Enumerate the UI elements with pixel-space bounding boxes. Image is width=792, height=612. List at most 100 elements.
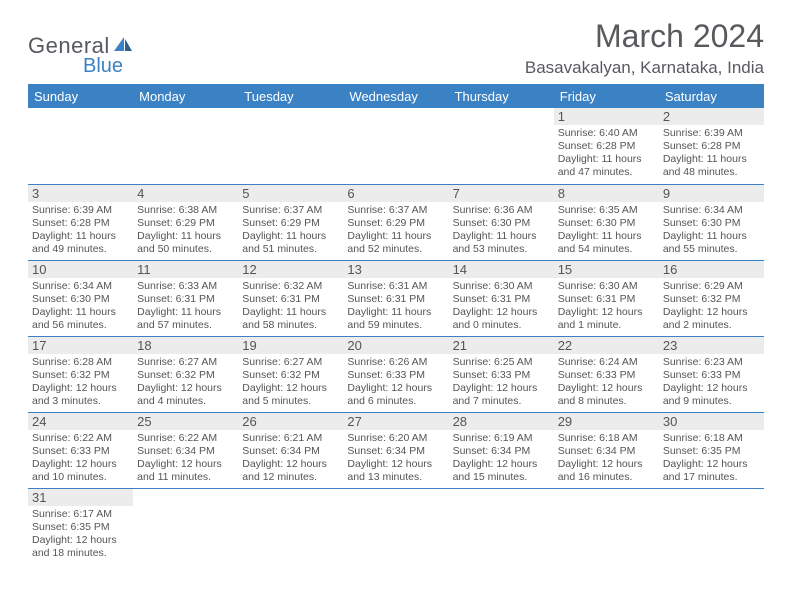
- day-number: 28: [449, 413, 554, 430]
- calendar-cell: 26 Sunrise: 6:21 AMSunset: 6:34 PMDayligh…: [238, 412, 343, 488]
- calendar-cell: [659, 488, 764, 564]
- day-details: Sunrise: 6:27 AMSunset: 6:32 PMDaylight:…: [242, 356, 339, 409]
- day-details: Sunrise: 6:22 AMSunset: 6:33 PMDaylight:…: [32, 432, 129, 485]
- calendar-cell: 14Sunrise: 6:30 AMSunset: 6:31 PMDayligh…: [449, 260, 554, 336]
- day-header: Wednesday: [343, 85, 448, 108]
- day-details: Sunrise: 6:17 AMSunset: 6:35 PMDaylight:…: [32, 508, 129, 561]
- day-number: 10: [28, 261, 133, 278]
- sunset-text: Sunset: 6:28 PM: [558, 140, 655, 153]
- day-details: Sunrise: 6:39 AMSunset: 6:28 PMDaylight:…: [663, 127, 760, 180]
- sunrise-text: Sunrise: 6:22 AM: [32, 432, 129, 445]
- sunrise-text: Sunrise: 6:28 AM: [32, 356, 129, 369]
- sunset-text: Sunset: 6:34 PM: [558, 445, 655, 458]
- day-details: Sunrise: 6:28 AMSunset: 6:32 PMDaylight:…: [32, 356, 129, 409]
- sunset-text: Sunset: 6:34 PM: [453, 445, 550, 458]
- calendar-cell: 30Sunrise: 6:18 AMSunset: 6:35 PMDayligh…: [659, 412, 764, 488]
- sunrise-text: Sunrise: 6:30 AM: [453, 280, 550, 293]
- calendar-cell: 12Sunrise: 6:32 AMSunset: 6:31 PMDayligh…: [238, 260, 343, 336]
- calendar-cell: 2Sunrise: 6:39 AMSunset: 6:28 PMDaylight…: [659, 108, 764, 184]
- daylight-text: Daylight: 11 hours and 48 minutes.: [663, 153, 760, 179]
- calendar-cell: [238, 108, 343, 184]
- day-number: 31: [28, 489, 133, 506]
- sunrise-text: Sunrise: 6:38 AM: [137, 204, 234, 217]
- sunset-text: Sunset: 6:29 PM: [242, 217, 339, 230]
- sunset-text: Sunset: 6:33 PM: [558, 369, 655, 382]
- sunrise-text: Sunrise: 6:30 AM: [558, 280, 655, 293]
- logo-line2: Blue: [83, 55, 136, 78]
- day-details: Sunrise: 6:18 AMSunset: 6:34 PMDaylight:…: [558, 432, 655, 485]
- daylight-text: Daylight: 12 hours and 1 minute.: [558, 306, 655, 332]
- day-number: 6: [343, 185, 448, 202]
- day-details: Sunrise: 6:36 AMSunset: 6:30 PMDaylight:…: [453, 204, 550, 257]
- sunrise-text: Sunrise: 6:18 AM: [663, 432, 760, 445]
- sunrise-text: Sunrise: 6:39 AM: [663, 127, 760, 140]
- day-details: Sunrise: 6:30 AMSunset: 6:31 PMDaylight:…: [558, 280, 655, 333]
- sunrise-text: Sunrise: 6:22 AM: [137, 432, 234, 445]
- day-details: Sunrise: 6:34 AMSunset: 6:30 PMDaylight:…: [32, 280, 129, 333]
- sunset-text: Sunset: 6:28 PM: [32, 217, 129, 230]
- daylight-text: Daylight: 11 hours and 50 minutes.: [137, 230, 234, 256]
- day-details: Sunrise: 6:23 AMSunset: 6:33 PMDaylight:…: [663, 356, 760, 409]
- daylight-text: Daylight: 12 hours and 12 minutes.: [242, 458, 339, 484]
- day-details: Sunrise: 6:30 AMSunset: 6:31 PMDaylight:…: [453, 280, 550, 333]
- sunrise-text: Sunrise: 6:26 AM: [347, 356, 444, 369]
- day-number: 19: [238, 337, 343, 354]
- calendar-cell: [238, 488, 343, 564]
- day-number: 21: [449, 337, 554, 354]
- day-details: Sunrise: 6:39 AMSunset: 6:28 PMDaylight:…: [32, 204, 129, 257]
- sunset-text: Sunset: 6:34 PM: [242, 445, 339, 458]
- sunset-text: Sunset: 6:34 PM: [347, 445, 444, 458]
- day-details: Sunrise: 6:40 AMSunset: 6:28 PMDaylight:…: [558, 127, 655, 180]
- day-details: Sunrise: 6:26 AMSunset: 6:33 PMDaylight:…: [347, 356, 444, 409]
- daylight-text: Daylight: 12 hours and 2 minutes.: [663, 306, 760, 332]
- sunrise-text: Sunrise: 6:29 AM: [663, 280, 760, 293]
- sunset-text: Sunset: 6:33 PM: [347, 369, 444, 382]
- day-number: 7: [449, 185, 554, 202]
- calendar-cell: [343, 108, 448, 184]
- day-number: 27: [343, 413, 448, 430]
- calendar-cell: 23Sunrise: 6:23 AMSunset: 6:33 PMDayligh…: [659, 336, 764, 412]
- daylight-text: Daylight: 12 hours and 18 minutes.: [32, 534, 129, 560]
- calendar-cell: 3Sunrise: 6:39 AMSunset: 6:28 PMDaylight…: [28, 184, 133, 260]
- calendar-table: SundayMondayTuesdayWednesdayThursdayFrid…: [28, 85, 764, 564]
- daylight-text: Daylight: 11 hours and 49 minutes.: [32, 230, 129, 256]
- sunrise-text: Sunrise: 6:27 AM: [137, 356, 234, 369]
- day-header: Monday: [133, 85, 238, 108]
- day-details: Sunrise: 6:34 AMSunset: 6:30 PMDaylight:…: [663, 204, 760, 257]
- day-number: 20: [343, 337, 448, 354]
- calendar-cell: [28, 108, 133, 184]
- calendar-week: 17Sunrise: 6:28 AMSunset: 6:32 PMDayligh…: [28, 336, 764, 412]
- sunrise-text: Sunrise: 6:19 AM: [453, 432, 550, 445]
- calendar-cell: 1 Sunrise: 6:40 AMSunset: 6:28 PMDaylight…: [554, 108, 659, 184]
- day-header: Sunday: [28, 85, 133, 108]
- daylight-text: Daylight: 11 hours and 51 minutes.: [242, 230, 339, 256]
- day-number: 29: [554, 413, 659, 430]
- location: Basavakalyan, Karnataka, India: [525, 58, 764, 78]
- day-details: Sunrise: 6:22 AMSunset: 6:34 PMDaylight:…: [137, 432, 234, 485]
- daylight-text: Daylight: 11 hours and 53 minutes.: [453, 230, 550, 256]
- day-number: 9: [659, 185, 764, 202]
- day-number: 1: [554, 108, 659, 125]
- sunrise-text: Sunrise: 6:32 AM: [242, 280, 339, 293]
- calendar-cell: [554, 488, 659, 564]
- sunset-text: Sunset: 6:31 PM: [137, 293, 234, 306]
- sunset-text: Sunset: 6:28 PM: [663, 140, 760, 153]
- sunset-text: Sunset: 6:31 PM: [558, 293, 655, 306]
- daylight-text: Daylight: 12 hours and 15 minutes.: [453, 458, 550, 484]
- sunset-text: Sunset: 6:29 PM: [347, 217, 444, 230]
- daylight-text: Daylight: 11 hours and 52 minutes.: [347, 230, 444, 256]
- calendar-cell: 20 Sunrise: 6:26 AMSunset: 6:33 PMDayligh…: [343, 336, 448, 412]
- day-number: 15: [554, 261, 659, 278]
- sunset-text: Sunset: 6:30 PM: [663, 217, 760, 230]
- day-number: 26: [238, 413, 343, 430]
- day-details: Sunrise: 6:21 AMSunset: 6:34 PMDaylight:…: [242, 432, 339, 485]
- daylight-text: Daylight: 12 hours and 3 minutes.: [32, 382, 129, 408]
- day-number: 18: [133, 337, 238, 354]
- calendar-cell: 9 Sunrise: 6:34 AMSunset: 6:30 PMDaylight…: [659, 184, 764, 260]
- daylight-text: Daylight: 11 hours and 54 minutes.: [558, 230, 655, 256]
- daylight-text: Daylight: 12 hours and 6 minutes.: [347, 382, 444, 408]
- sunrise-text: Sunrise: 6:37 AM: [242, 204, 339, 217]
- daylight-text: Daylight: 12 hours and 9 minutes.: [663, 382, 760, 408]
- calendar-cell: 21Sunrise: 6:25 AMSunset: 6:33 PMDayligh…: [449, 336, 554, 412]
- day-details: Sunrise: 6:29 AMSunset: 6:32 PMDaylight:…: [663, 280, 760, 333]
